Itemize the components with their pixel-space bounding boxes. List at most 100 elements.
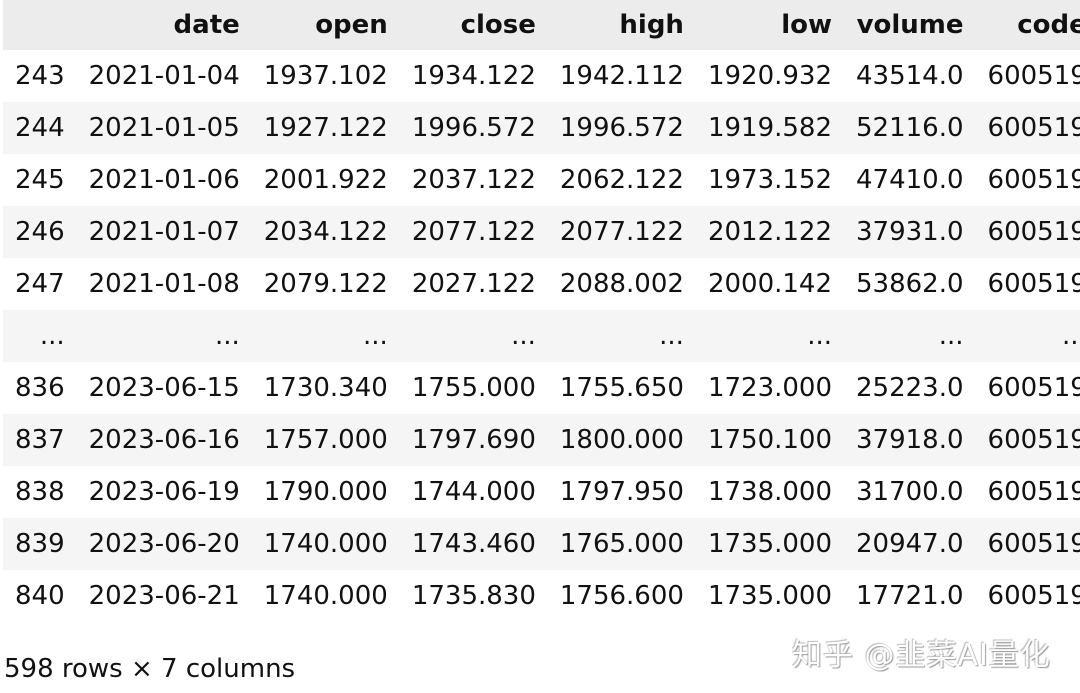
table-row: ........................: [3, 310, 1080, 362]
cell-high: 2077.122: [535, 206, 684, 258]
cell-date: 2023-06-21: [88, 581, 240, 611]
cell-open: 1740.000: [263, 581, 388, 611]
row-index: 839: [3, 518, 65, 570]
table-row: 837 2023-06-16 1757.000 1797.690 1800.000 175…: [3, 414, 1080, 466]
column-header-volume: volume: [832, 0, 964, 50]
row-index: 246: [3, 206, 65, 258]
cell-low: 1735.000: [683, 518, 832, 570]
cell-high: 1996.572: [535, 102, 684, 154]
table-row: 243 2021-01-04 1937.102 1934.122 1942.112 192…: [3, 50, 1080, 102]
cell-high: 1942.112: [559, 61, 684, 91]
cell-date: 2021-01-06: [88, 165, 240, 195]
cell-high: 2062.122: [559, 165, 684, 195]
table-row: 838 2023-06-19 1790.000 1744.000 1797.950 173…: [3, 466, 1080, 518]
cell-date: 2023-06-16: [64, 414, 240, 466]
cell-close: 1755.000: [411, 373, 536, 403]
cell-high: 1800.000: [535, 414, 684, 466]
cell-volume: ...: [832, 310, 964, 362]
row-index: 838: [15, 477, 65, 507]
cell-date: 2023-06-20: [64, 518, 240, 570]
row-index: 244: [3, 102, 65, 154]
table-row: 840 2023-06-21 1740.000 1735.830 1756.600 173…: [3, 570, 1080, 622]
cell-date: 2021-01-05: [64, 102, 240, 154]
cell-low: 1738.000: [707, 477, 832, 507]
row-index: 840: [15, 581, 65, 611]
column-header-close: close: [387, 0, 536, 50]
cell-low: 2012.122: [683, 206, 832, 258]
row-index: 245: [15, 165, 65, 195]
shape-summary: 598 rows × 7 columns: [4, 654, 296, 684]
table-row: 246 2021-01-07 2034.122 2077.122 2077.122 201…: [3, 206, 1080, 258]
cell-close: 2037.122: [411, 165, 536, 195]
cell-code: 600519: [963, 102, 1080, 154]
table-row: 839 2023-06-20 1740.000 1743.460 1765.000 173…: [3, 518, 1080, 570]
cell-date: 2023-06-19: [88, 477, 240, 507]
header-row: date open close high low volume code: [3, 0, 1080, 50]
row-index: 247: [15, 269, 65, 299]
cell-close: 1743.460: [387, 518, 536, 570]
cell-volume: 53862.0: [856, 269, 964, 299]
cell-date: 2021-01-07: [64, 206, 240, 258]
cell-low: 1920.932: [707, 61, 832, 91]
cell-code: 600519: [987, 165, 1080, 195]
cell-open: 1730.340: [263, 373, 388, 403]
column-header-low: low: [683, 0, 832, 50]
row-index: 836: [15, 373, 65, 403]
cell-volume: 37918.0: [832, 414, 964, 466]
cell-high: 1755.650: [559, 373, 684, 403]
cell-high: 1756.600: [559, 581, 684, 611]
table-row: 244 2021-01-05 1927.122 1996.572 1996.572 191…: [3, 102, 1080, 154]
column-header-index: [3, 0, 65, 50]
cell-low: 1750.100: [683, 414, 832, 466]
cell-open: 1927.122: [239, 102, 388, 154]
cell-open: 1937.102: [263, 61, 388, 91]
cell-open: 2001.922: [263, 165, 388, 195]
cell-code: 600519: [987, 61, 1080, 91]
cell-close: 1934.122: [411, 61, 536, 91]
cell-code: 600519: [987, 373, 1080, 403]
cell-open: 1757.000: [239, 414, 388, 466]
cell-code: 600519: [987, 269, 1080, 299]
cell-code: ...: [963, 310, 1080, 362]
cell-close: 2027.122: [411, 269, 536, 299]
cell-volume: 25223.0: [856, 373, 964, 403]
cell-high: 1797.950: [559, 477, 684, 507]
cell-code: 600519: [987, 477, 1080, 507]
cell-close: 2077.122: [387, 206, 536, 258]
cell-code: 600519: [963, 206, 1080, 258]
cell-low: 1723.000: [707, 373, 832, 403]
cell-low: 1973.152: [707, 165, 832, 195]
row-index: 837: [3, 414, 65, 466]
cell-high: 1765.000: [535, 518, 684, 570]
table-row: 245 2021-01-06 2001.922 2037.122 2062.122 197…: [3, 154, 1080, 206]
table-row: 836 2023-06-15 1730.340 1755.000 1755.650 172…: [3, 362, 1080, 414]
cell-volume: 37931.0: [832, 206, 964, 258]
row-index: 243: [15, 61, 65, 91]
cell-date: 2021-01-04: [88, 61, 240, 91]
cell-low: 1735.000: [707, 581, 832, 611]
column-header-high: high: [535, 0, 684, 50]
cell-volume: 43514.0: [856, 61, 964, 91]
cell-date: 2021-01-08: [88, 269, 240, 299]
watermark: 知乎 @韭菜AI量化: [792, 638, 1051, 673]
cell-close: 1735.830: [411, 581, 536, 611]
cell-close: 1996.572: [387, 102, 536, 154]
cell-open: 2079.122: [263, 269, 388, 299]
table-row: 247 2021-01-08 2079.122 2027.122 2088.002 200…: [3, 258, 1080, 310]
column-header-open: open: [239, 0, 388, 50]
cell-code: 600519: [987, 581, 1080, 611]
cell-volume: 47410.0: [856, 165, 964, 195]
cell-low: 2000.142: [707, 269, 832, 299]
cell-low: ...: [683, 310, 832, 362]
cell-open: 1790.000: [263, 477, 388, 507]
cell-open: ...: [239, 310, 388, 362]
cell-volume: 31700.0: [856, 477, 964, 507]
cell-close: 1797.690: [387, 414, 536, 466]
cell-volume: 20947.0: [832, 518, 964, 570]
cell-close: 1744.000: [411, 477, 536, 507]
column-header-date: date: [64, 0, 240, 50]
cell-volume: 52116.0: [832, 102, 964, 154]
cell-code: 600519: [963, 518, 1080, 570]
dataframe-table: date open close high low volume code 243 2021-0…: [3, 0, 1080, 622]
cell-high: 2088.002: [559, 269, 684, 299]
